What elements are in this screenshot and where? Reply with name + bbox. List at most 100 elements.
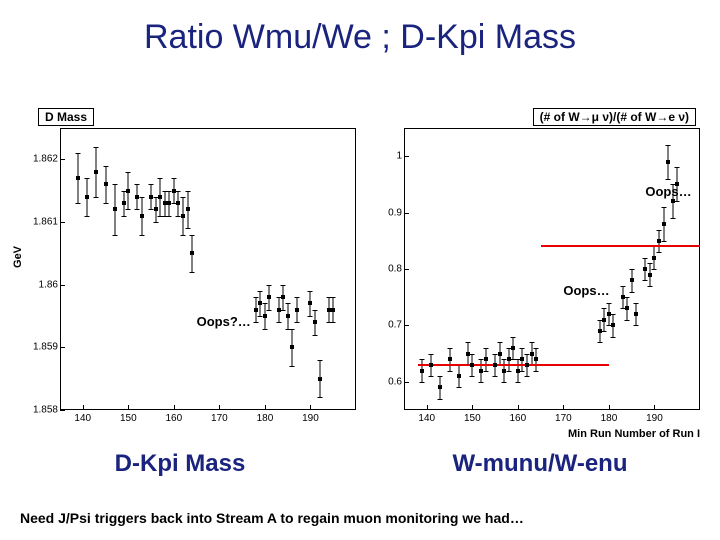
ytick-label: 1.859 [22, 342, 58, 353]
error-cap [313, 335, 318, 336]
error-cap [290, 329, 295, 330]
data-point [76, 176, 80, 180]
data-point [671, 199, 675, 203]
data-point [308, 301, 312, 305]
error-cap [285, 303, 290, 304]
xtick-mark [310, 405, 311, 410]
error-cap [438, 376, 443, 377]
xtick-label: 140 [418, 413, 435, 424]
error-cap [483, 348, 488, 349]
annotation: Oops?… [197, 314, 251, 329]
data-point [657, 239, 661, 243]
ytick-mark [60, 285, 65, 286]
right-x-label: Min Run Number of Run I [568, 428, 700, 440]
data-point [186, 207, 190, 211]
data-point [104, 182, 108, 186]
data-point [420, 369, 424, 373]
error-cap [456, 387, 461, 388]
error-cap [153, 222, 158, 223]
data-point [295, 308, 299, 312]
left-y-label: GeV [12, 246, 24, 268]
data-point [652, 256, 656, 260]
error-cap [121, 216, 126, 217]
xtick-label: 150 [464, 413, 481, 424]
error-cap [317, 397, 322, 398]
data-point [190, 251, 194, 255]
ytick-label: 0.8 [366, 264, 402, 275]
xtick-mark [174, 405, 175, 410]
data-point [158, 195, 162, 199]
error-cap [85, 178, 90, 179]
error-cap [620, 286, 625, 287]
error-cap [308, 316, 313, 317]
error-cap [112, 184, 117, 185]
error-cap [647, 286, 652, 287]
data-point [493, 363, 497, 367]
right-chart-title: (# of W→μ ν)/(# of W→e ν) [533, 108, 696, 126]
error-cap [185, 191, 190, 192]
error-cap [94, 147, 99, 148]
error-cap [675, 167, 680, 168]
error-cap [675, 201, 680, 202]
error-cap [267, 310, 272, 311]
data-point [625, 306, 629, 310]
data-point [135, 195, 139, 199]
error-cap [479, 382, 484, 383]
data-point [149, 195, 153, 199]
data-point [530, 352, 534, 356]
error-cap [171, 178, 176, 179]
ytick-label: 1.861 [22, 217, 58, 228]
red-line [418, 364, 609, 366]
error-cap [290, 366, 295, 367]
data-point [438, 385, 442, 389]
data-point [520, 357, 524, 361]
data-point [607, 312, 611, 316]
ytick-mark [404, 325, 409, 326]
data-point [140, 214, 144, 218]
red-line [541, 245, 700, 247]
error-cap [629, 269, 634, 270]
error-cap [520, 348, 525, 349]
error-cap [447, 348, 452, 349]
ytick-label: 1.858 [22, 405, 58, 416]
data-point [448, 357, 452, 361]
left-bottom-label: D-Kpi Mass [0, 450, 360, 478]
ytick-label: 1 [366, 151, 402, 162]
error-cap [470, 376, 475, 377]
error-cap [167, 216, 172, 217]
data-point [313, 320, 317, 324]
error-cap [511, 337, 516, 338]
xtick-label: 160 [166, 413, 183, 424]
data-point [172, 189, 176, 193]
data-point [602, 318, 606, 322]
error-cap [429, 354, 434, 355]
error-cap [112, 235, 117, 236]
data-point [281, 295, 285, 299]
error-cap [629, 292, 634, 293]
right-chart-panel: (# of W→μ ν)/(# of W→e ν) Min Run Number… [364, 108, 700, 438]
error-cap [497, 342, 502, 343]
ytick-label: 1.86 [22, 279, 58, 290]
error-cap [470, 354, 475, 355]
ytick-label: 0.6 [366, 376, 402, 387]
ytick-mark [60, 410, 65, 411]
error-cap [515, 382, 520, 383]
error-cap [262, 303, 267, 304]
data-point [662, 222, 666, 226]
left-chart-panel: D Mass GeV 1.8581.8591.861.8611.86214015… [20, 108, 356, 438]
data-point [511, 346, 515, 350]
error-cap [281, 285, 286, 286]
xtick-mark [219, 405, 220, 410]
ytick-label: 0.7 [366, 320, 402, 331]
error-cap [602, 308, 607, 309]
error-cap [190, 235, 195, 236]
charts-container: D Mass GeV 1.8581.8591.861.8611.86214015… [20, 108, 700, 438]
error-cap [158, 178, 163, 179]
right-bottom-label: W-munu/W-enu [360, 450, 720, 478]
error-cap [634, 303, 639, 304]
error-cap [176, 191, 181, 192]
error-cap [139, 235, 144, 236]
xtick-mark [128, 405, 129, 410]
left-chart-title: D Mass [38, 108, 94, 126]
error-cap [190, 272, 195, 273]
